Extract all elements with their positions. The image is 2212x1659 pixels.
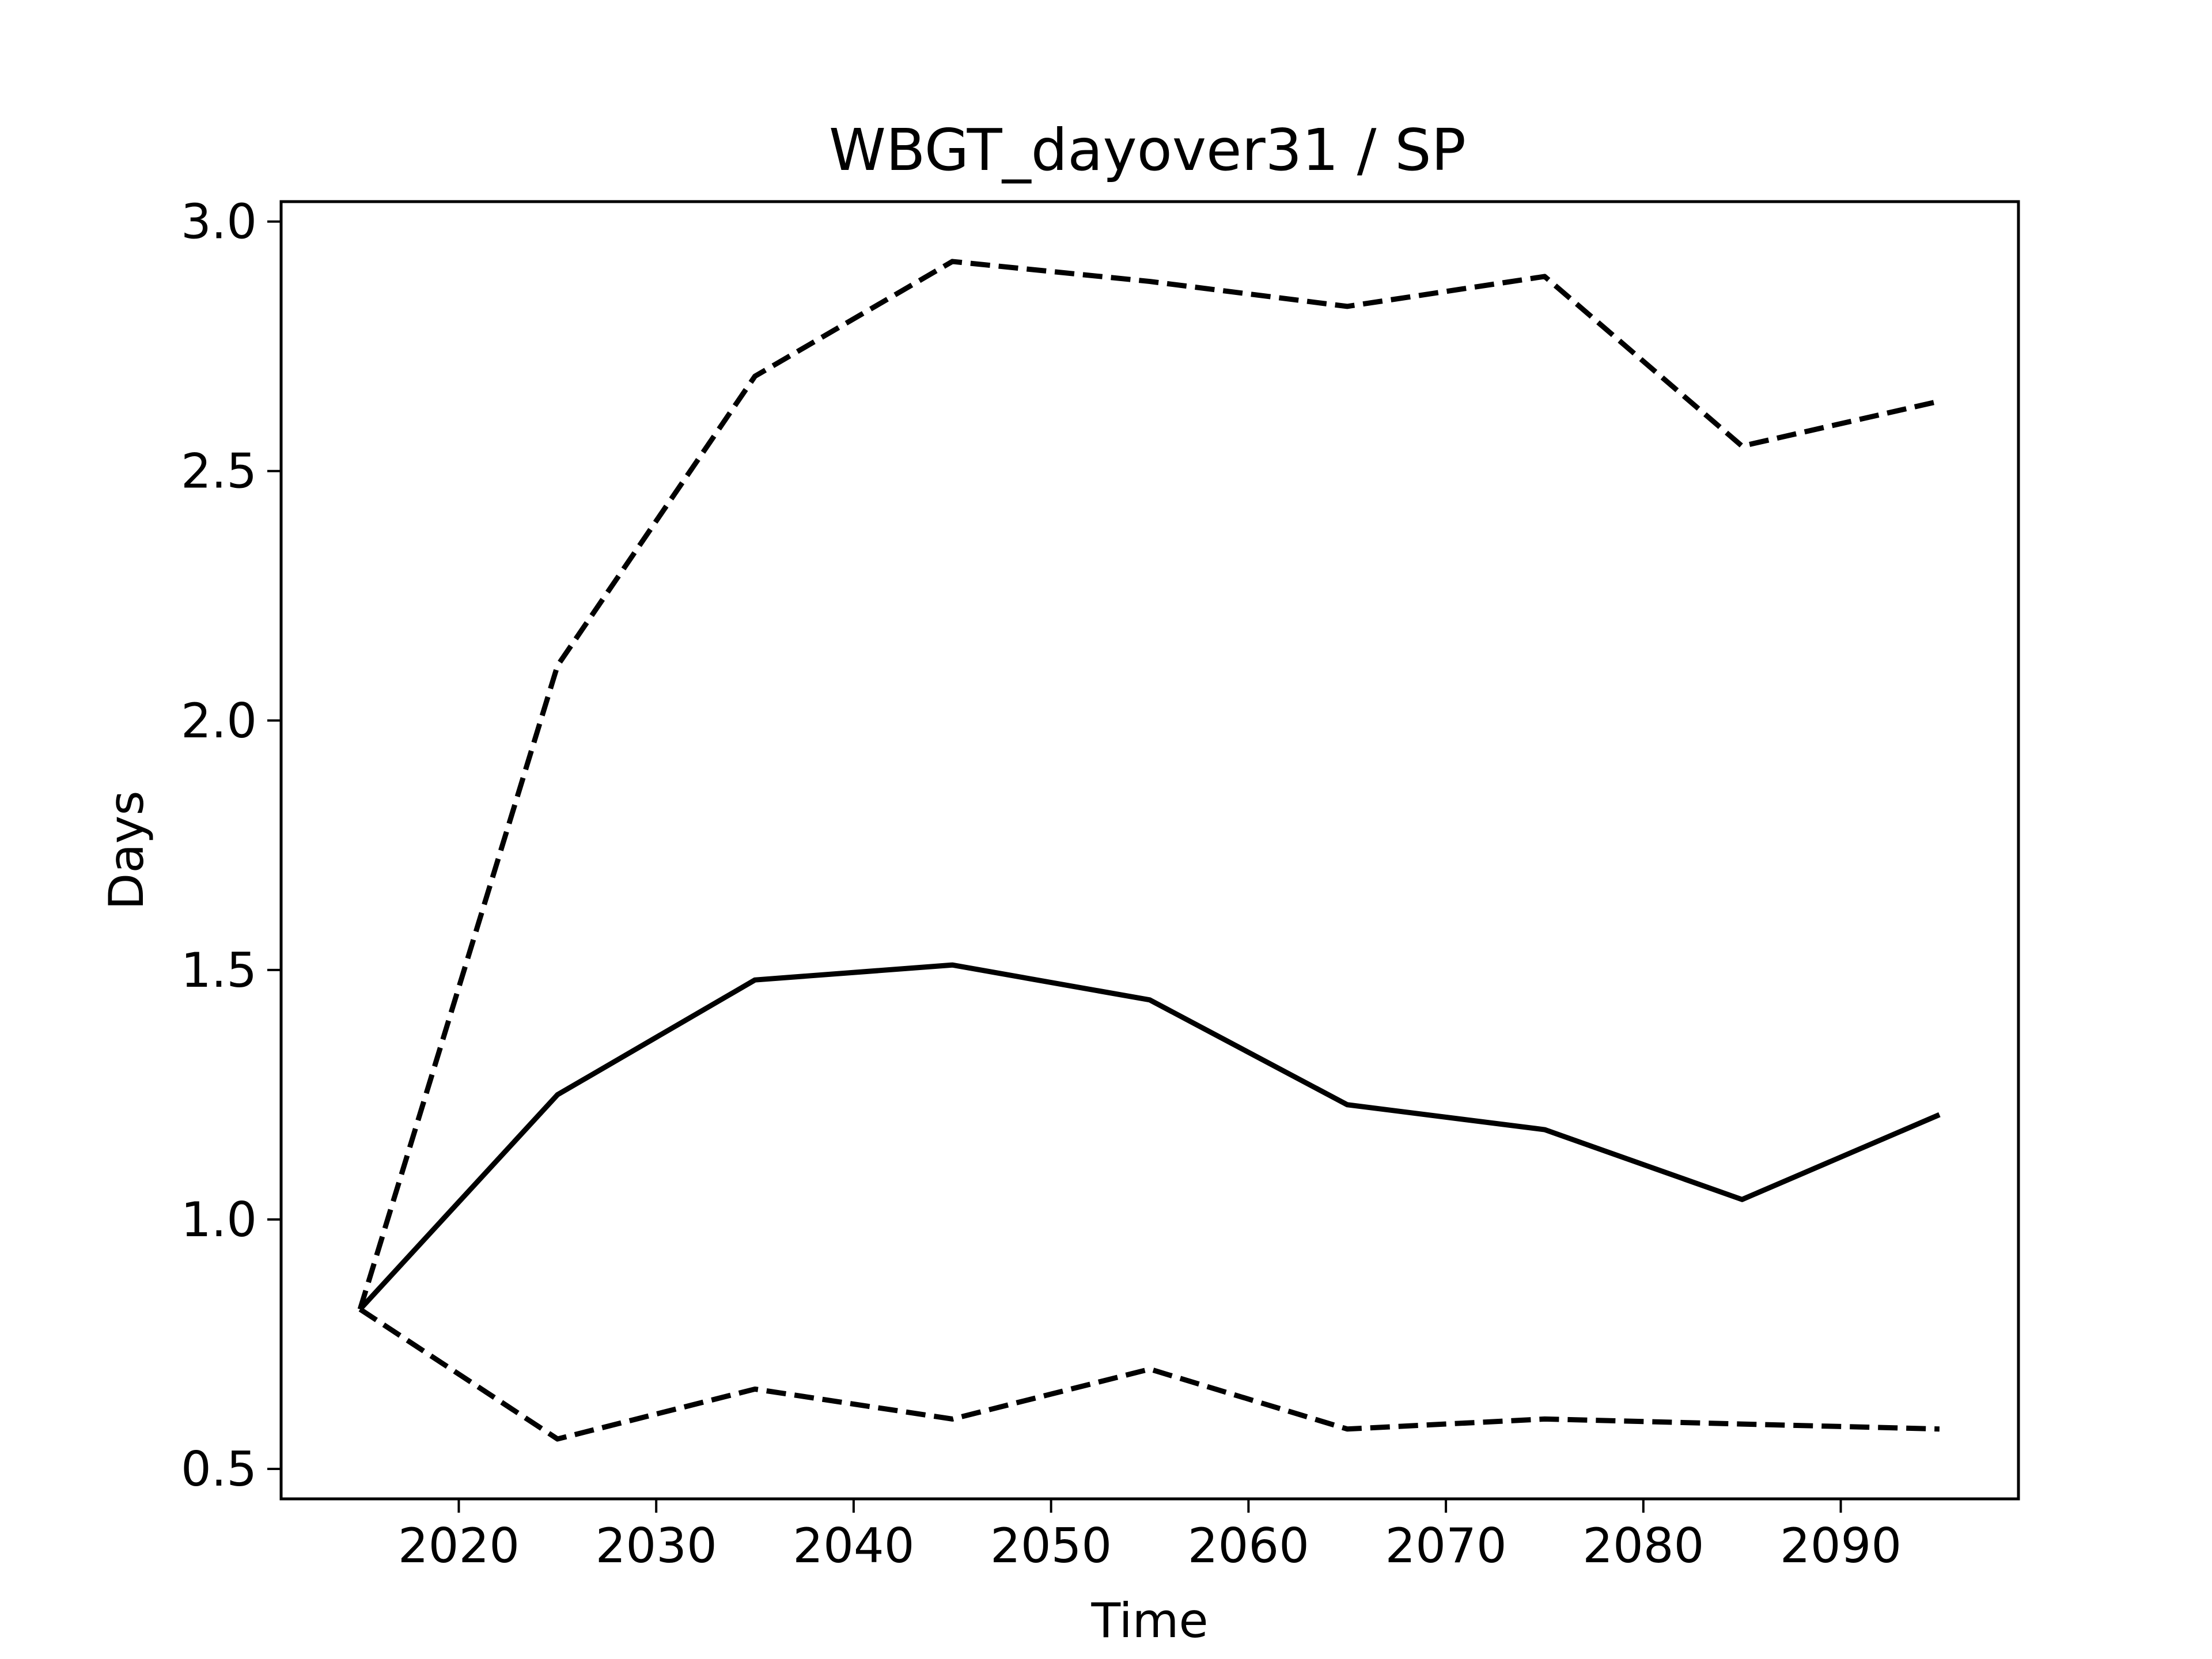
- axes-layer: 2020 2030 2040 2050 2060 2070 2080 2090 0.5 1.0 1.…: [181, 194, 1902, 1574]
- y-tick-label: 1.5: [181, 942, 257, 998]
- series-line-2: [357, 259, 1940, 1310]
- series-line-1: [358, 962, 1941, 1311]
- x-tick-label: 2020: [398, 1518, 520, 1574]
- x-tick-label: 2060: [1188, 1518, 1309, 1574]
- chart-title: WBGT_dayover31 / SP: [829, 116, 1466, 184]
- y-axis-title: Days: [99, 790, 154, 910]
- x-tick-label: 2070: [1385, 1518, 1506, 1574]
- y-tick-label: 1.0: [181, 1192, 257, 1248]
- x-axis-title: Time: [1090, 1593, 1208, 1649]
- y-tick-label: 2.0: [181, 693, 257, 749]
- x-tick-label: 2080: [1582, 1518, 1704, 1574]
- x-tick-label: 2090: [1780, 1518, 1902, 1574]
- y-tick-label: 3.0: [181, 194, 257, 250]
- y-tick-label: 0.5: [181, 1441, 257, 1497]
- plot-frame: [279, 200, 2020, 1501]
- x-tick-label: 2030: [596, 1518, 717, 1574]
- y-tick-label: 2.5: [181, 444, 257, 499]
- x-tick-label: 2040: [793, 1518, 914, 1574]
- x-tick-label: 2050: [990, 1518, 1112, 1574]
- series-layer: [357, 259, 1941, 1442]
